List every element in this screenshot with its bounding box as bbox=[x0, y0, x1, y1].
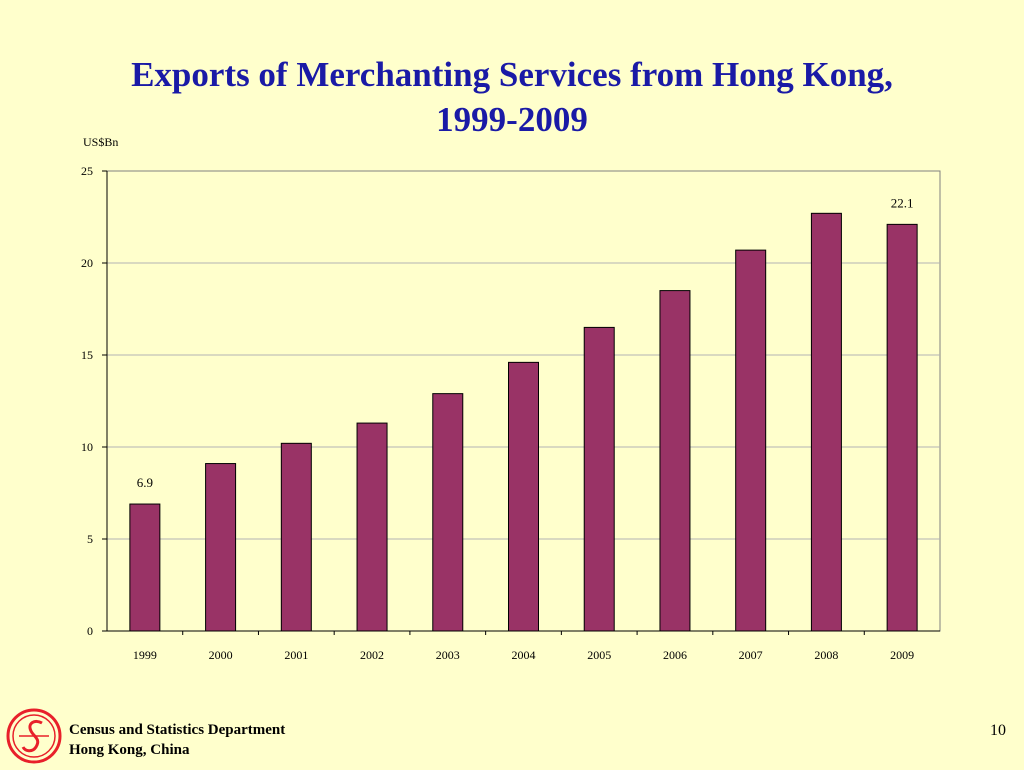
x-tick-label: 2007 bbox=[739, 648, 763, 662]
census-logo-icon bbox=[5, 707, 63, 770]
org-line-2: Hong Kong, China bbox=[69, 742, 190, 758]
bar bbox=[583, 326, 615, 632]
x-tick-label: 2001 bbox=[284, 648, 308, 662]
y-axis-label: US$Bn bbox=[83, 135, 118, 149]
y-tick-label: 15 bbox=[81, 348, 93, 362]
y-tick-label: 20 bbox=[81, 256, 93, 270]
x-tick-label: 2008 bbox=[814, 648, 838, 662]
bar bbox=[356, 422, 388, 632]
title-line-2: 1999-2009 bbox=[436, 100, 588, 139]
y-tick-label: 5 bbox=[87, 532, 93, 546]
bar bbox=[508, 361, 539, 632]
bar bbox=[205, 463, 237, 632]
bar bbox=[735, 249, 767, 632]
bar-chart: 0 5 10 15 20 25 US$Bn 1999 2000 2001 2002 2003 2004 2… bbox=[81, 135, 941, 662]
page-number: 10 bbox=[990, 722, 1006, 739]
bar bbox=[810, 212, 842, 632]
data-label: 6.9 bbox=[137, 475, 153, 490]
bar bbox=[659, 290, 691, 632]
bar bbox=[129, 503, 161, 632]
organization-name: Census and Statistics Department Hong Ko… bbox=[69, 720, 285, 760]
x-tick-label: 2005 bbox=[587, 648, 611, 662]
x-tick-label: 2004 bbox=[512, 648, 536, 662]
x-tick-label: 1999 bbox=[133, 648, 157, 662]
x-tick-label: 2009 bbox=[890, 648, 914, 662]
title-line-1: Exports of Merchanting Services from Hon… bbox=[131, 55, 893, 94]
x-tick-label: 2003 bbox=[436, 648, 460, 662]
y-tick-label: 0 bbox=[87, 624, 93, 638]
bar bbox=[280, 442, 312, 632]
data-label: 22.1 bbox=[891, 195, 914, 210]
y-tick-label: 10 bbox=[81, 440, 93, 454]
bar bbox=[432, 393, 464, 632]
org-line-1: Census and Statistics Department bbox=[69, 722, 286, 738]
x-tick-label: 2002 bbox=[360, 648, 384, 662]
x-tick-label: 2006 bbox=[663, 648, 687, 662]
y-tick-label: 25 bbox=[81, 164, 93, 178]
bar bbox=[886, 223, 918, 632]
slide-title: Exports of Merchanting Services from Hon… bbox=[0, 52, 1024, 142]
x-tick-label: 2000 bbox=[209, 648, 233, 662]
